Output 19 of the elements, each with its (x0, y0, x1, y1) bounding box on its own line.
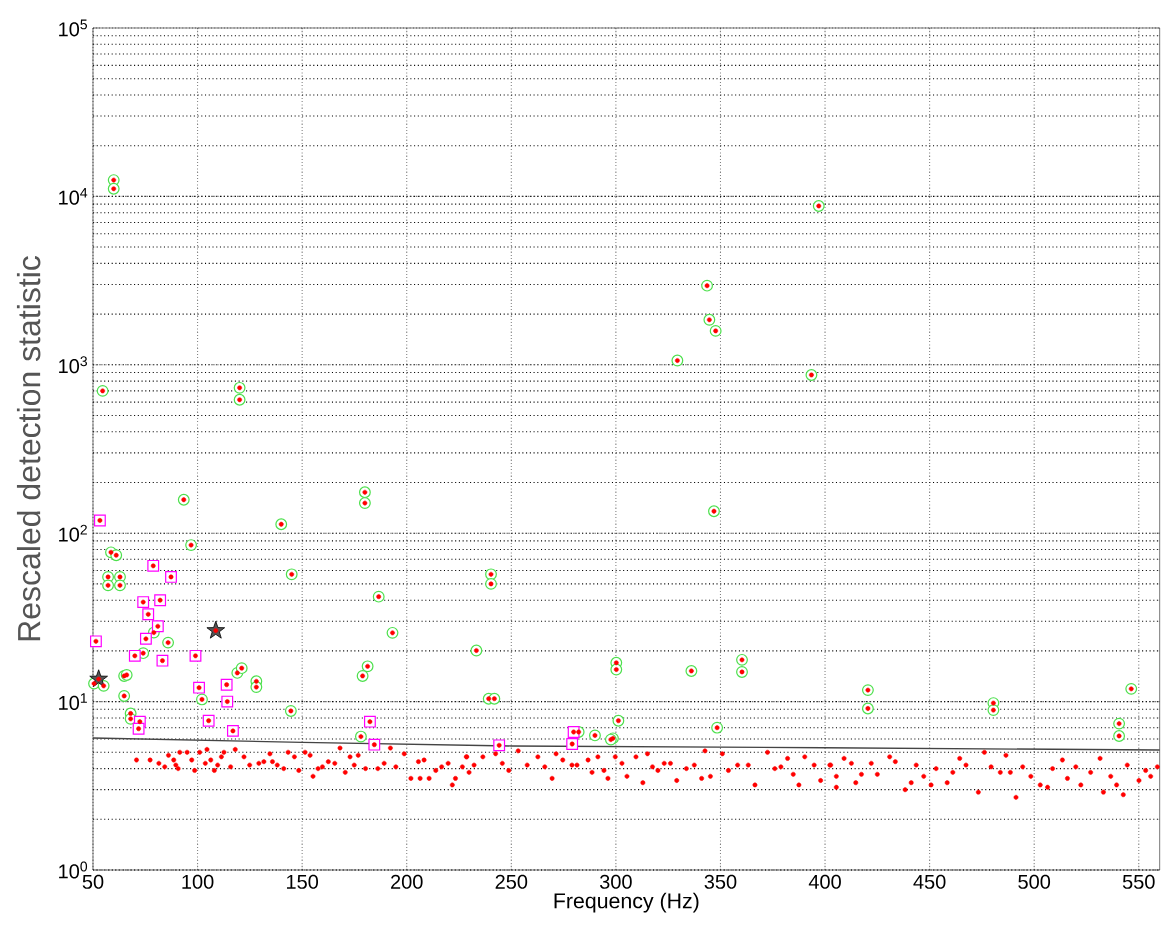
x-axis-title: Frequency (Hz) (554, 892, 699, 913)
x-tick-label: 100 (182, 874, 214, 889)
x-tick-label: 50 (82, 874, 104, 889)
x-tick-label: 400 (808, 874, 841, 889)
x-tick-label: 350 (704, 874, 737, 889)
y-axis-title: Rescaled detection statistic (16, 256, 41, 641)
x-tick-label: 450 (913, 874, 946, 889)
x-tick-label: 150 (286, 874, 319, 889)
line-series (92, 737, 1161, 751)
x-tick-label: 300 (599, 874, 632, 889)
x-tick-label: 200 (391, 874, 423, 889)
y-tick-label: 10$^{5}$ (59, 19, 88, 37)
x-tick-label: 550 (1122, 874, 1155, 889)
y-tick-label: 10$^{3}$ (59, 356, 88, 374)
x-tick-label: 500 (1018, 874, 1051, 889)
x-tick-label: 250 (495, 874, 528, 889)
y-tick-label: 10$^{2}$ (59, 524, 87, 542)
y-tick-label: 10$^{4}$ (59, 188, 88, 205)
y-tick-label: 10$^{1}$ (59, 693, 87, 710)
